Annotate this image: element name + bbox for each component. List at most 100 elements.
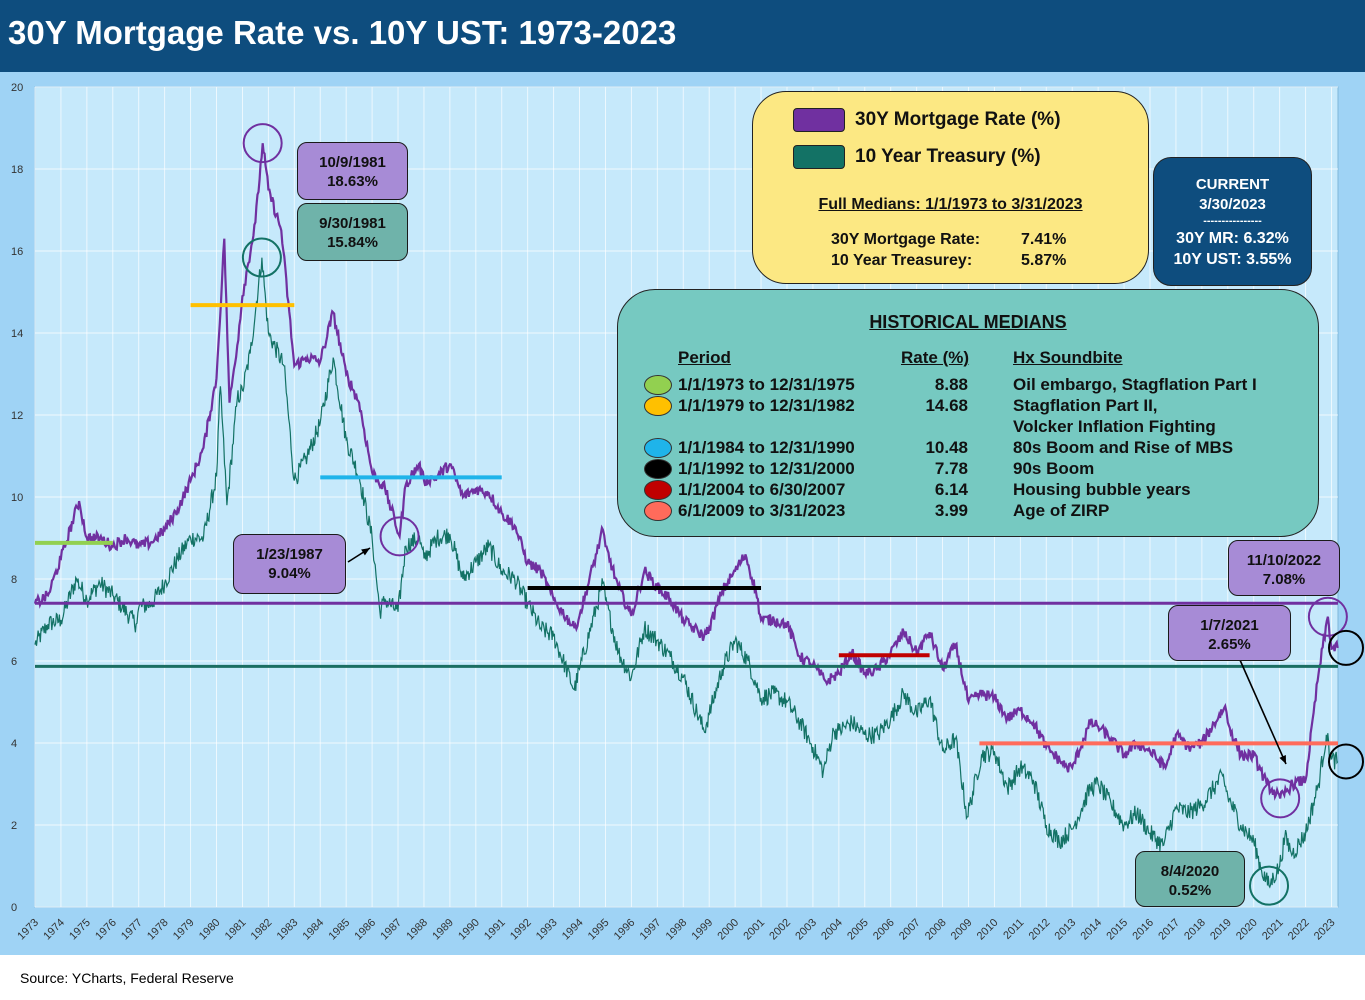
header-rate: Rate (%) [901,348,970,367]
x-tick-label: 1985 [326,917,352,943]
x-tick-label: 1987 [378,917,404,943]
callout-peak-mr: 10/9/1981 18.63% [297,142,408,200]
callout-date: 9/30/1981 [319,215,386,232]
highlight-circle [1328,629,1364,666]
full-medians-values: 7.41% 5.87% [1021,229,1066,271]
header-soundbite: Hx Soundbite [1013,348,1123,367]
color-dot [644,438,672,458]
x-tick-label: 1994 [560,917,586,943]
period: 1/1/1973 to 12/31/1975 [678,375,855,394]
current-heading: CURRENT [1195,176,1270,193]
title-bar: 30Y Mortgage Rate vs. 10Y UST: 1973-2023 [0,0,1365,72]
x-tick-label: 1990 [456,917,482,943]
table-row-continuation: Volcker Inflation Fighting [618,417,1318,438]
legend-swatch-treasury [793,145,845,169]
period: 1/1/2004 to 6/30/2007 [678,480,846,499]
y-tick-label: 2 [11,820,17,832]
color-dot [644,396,672,416]
callout-date: 11/10/2022 [1246,552,1322,569]
callout-mr-2021: 1/7/2021 2.65% [1168,605,1291,661]
y-tick-label: 10 [11,492,23,504]
color-dot [644,375,672,395]
callout-date: 1/7/2021 [1200,617,1259,634]
highlight-circle [1249,865,1290,906]
y-tick-label: 20 [11,82,23,94]
x-tick-label: 1975 [67,917,93,943]
series-line-treasury [34,257,1339,889]
x-tick-label: 1986 [352,917,378,943]
callout-value: 9.04% [268,565,311,582]
x-tick-label: 1979 [171,917,197,943]
rate: 8.88 [934,375,968,394]
x-tick-label: 1998 [664,917,690,943]
x-tick-label: 1976 [93,917,119,943]
soundbite: Oil embargo, Stagflation Part I [1013,375,1257,394]
header-period: Period [678,348,731,367]
median-value: 5.87% [1021,252,1067,269]
x-tick-label: 2019 [1208,917,1234,943]
x-tick-label: 2018 [1182,917,1208,943]
historical-title: HISTORICAL MEDIANS [869,312,1067,332]
callout-arrow-1987-head [361,548,370,556]
soundbite: 90s Boom [1013,459,1095,478]
x-tick-label: 1980 [197,917,223,943]
x-tick-label: 1995 [586,917,612,943]
table-row: 1/1/1984 to 12/31/1990 10.48 80s Boom an… [618,438,1318,459]
legend-label: 30Y Mortgage Rate (%) [855,109,1061,131]
x-tick-label: 2022 [1286,917,1312,943]
table-row: 1/1/1992 to 12/31/2000 7.78 90s Boom [618,459,1318,480]
x-tick-label: 2015 [1104,917,1130,943]
rate: 10.48 [925,438,968,457]
period: 1/1/1992 to 12/31/2000 [678,459,855,478]
current-date: 3/30/2023 [1199,196,1266,213]
callout-value: 18.63% [327,173,378,190]
x-tick-label: 1978 [145,917,171,943]
x-tick-label: 1999 [690,917,716,943]
callout-mr-1987: 1/23/1987 9.04% [233,534,346,594]
highlight-circle [1260,778,1301,819]
y-tick-label: 18 [11,164,23,176]
legend-item-mortgage: 30Y Mortgage Rate (%) [793,108,1061,134]
x-tick-label: 2000 [715,917,741,943]
period: 1/1/1984 to 12/31/1990 [678,438,855,457]
table-row: 1/1/1973 to 12/31/1975 8.88 Oil embargo,… [618,375,1318,396]
table-row: 1/1/2004 to 6/30/2007 6.14 Housing bubbl… [618,480,1318,501]
soundbite: Age of ZIRP [1013,501,1110,520]
legend-box: 30Y Mortgage Rate (%) 10 Year Treasury (… [752,91,1149,284]
x-tick-label: 2008 [923,917,949,943]
table-row: 6/1/2009 to 3/31/2023 3.99 Age of ZIRP [618,501,1318,522]
rate: 6.14 [934,480,968,499]
full-medians-title: Full Medians: 1/1/1973 to 3/31/2023 [818,196,1083,213]
chart-title: 30Y Mortgage Rate vs. 10Y UST: 1973-2023 [8,14,677,51]
rate: 14.68 [925,396,968,415]
y-tick-label: 12 [11,410,23,422]
soundbite: 80s Boom and Rise of MBS [1013,438,1234,457]
x-tick-label: 1992 [508,917,534,943]
callout-date: 10/9/1981 [319,154,386,171]
color-dot [644,459,672,479]
x-tick-label: 2021 [1260,917,1286,943]
x-tick-label: 2020 [1234,917,1260,943]
historical-medians-box: HISTORICAL MEDIANS Period Rate (%) Hx So… [617,289,1319,537]
highlight-circle [241,237,282,278]
x-tick-label: 1977 [119,917,145,943]
y-tick-label: 14 [11,328,23,340]
soundbite: Stagflation Part II, [1013,396,1158,415]
period: 6/1/2009 to 3/31/2023 [678,501,846,520]
x-tick-label: 1973 [15,917,41,943]
series-line-mortgage [33,143,1339,801]
callout-ust-2020: 8/4/2020 0.52% [1135,851,1245,907]
median-label: 10 Year Treasurey: [831,252,973,269]
highlight-circle [242,123,283,164]
x-tick-label: 1993 [534,917,560,943]
x-tick-label: 1996 [612,917,638,943]
current-divider: ---------------- [1203,215,1262,227]
x-tick-label: 2010 [975,917,1001,943]
y-tick-label: 6 [11,656,17,668]
x-tick-label: 2011 [1001,917,1026,942]
callout-value: 0.52% [1168,882,1212,899]
y-tick-label: 4 [11,738,17,750]
x-tick-label: 2012 [1027,917,1053,943]
callout-value: 2.65% [1208,636,1251,653]
x-tick-label: 2013 [1053,917,1079,943]
